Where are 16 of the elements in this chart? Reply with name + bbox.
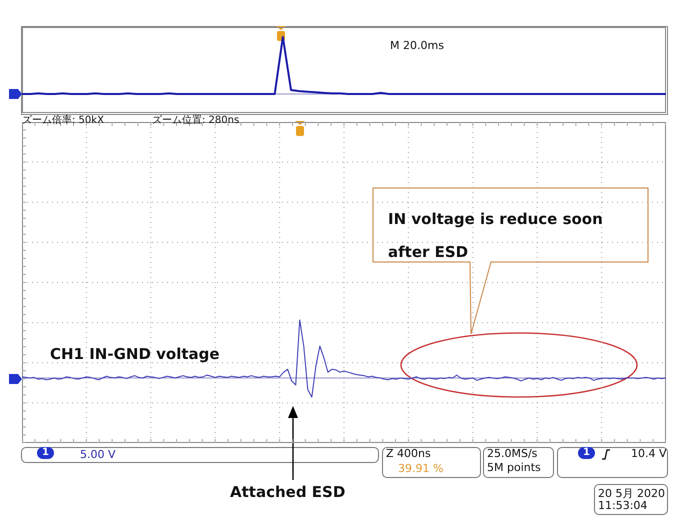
text: 5M points	[487, 461, 541, 474]
text: Z 400ns	[386, 447, 431, 460]
text: IN voltage is reduce soon after ESD	[388, 209, 604, 263]
text: ズーム倍率: 50kX	[22, 114, 104, 127]
text: 39.91 %	[398, 462, 444, 475]
text: 5.00 V	[80, 448, 116, 461]
text: 1	[37, 447, 54, 459]
text: ズーム位置: 280ns	[152, 114, 240, 127]
annotation: M 20.0ms	[390, 39, 444, 52]
annotation: CH1 IN-GND voltage	[50, 345, 220, 363]
text: Attached ESD	[230, 483, 346, 501]
text: 25.0MS/s	[487, 447, 538, 460]
text: 11:53:04	[598, 499, 648, 512]
text: 20 5月 2020	[598, 486, 665, 500]
text: 10.4 V	[631, 447, 667, 460]
text: 1	[578, 447, 595, 459]
